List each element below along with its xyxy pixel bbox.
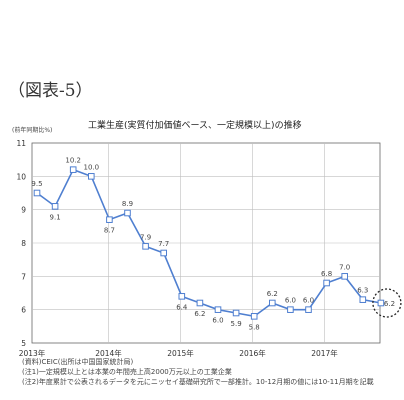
data-point-label: 8.9: [122, 200, 133, 208]
note-2: (注2)年度累計で公表されるデータを元にニッセイ基礎研究所で一部推計。10-12…: [22, 378, 374, 386]
data-point-label: 6.0: [212, 317, 223, 325]
data-point-label: 6.0: [303, 297, 314, 305]
note-source: (資料)CEIC(出所は中国国家統計局): [22, 358, 134, 366]
data-point-label: 10.0: [84, 163, 100, 171]
y-tick-label: 5: [21, 339, 26, 348]
data-point-label: 5.8: [249, 323, 260, 331]
data-point-marker: [51, 203, 59, 210]
data-point-marker: [214, 306, 222, 313]
x-tick-label: 2016年: [239, 348, 266, 358]
data-point-marker: [178, 293, 186, 300]
data-point-marker: [269, 299, 276, 307]
data-point-label: 8.7: [104, 227, 115, 235]
y-tick-label: 9: [21, 206, 26, 215]
data-point-marker: [142, 243, 149, 250]
y-tick-label: 11: [16, 139, 26, 148]
y-tick-label: 6: [21, 306, 26, 315]
data-point-marker: [232, 309, 240, 317]
x-tick-label: 2017年: [311, 348, 338, 358]
notes: (資料)CEIC(出所は中国国家統計局) (注1)一定規模以上とは本業の年間売上…: [22, 357, 374, 387]
data-point-label: 6.3: [357, 287, 368, 295]
data-point-label: 6.2: [384, 300, 395, 308]
series-line: [36, 168, 382, 318]
data-point-label: 7.0: [339, 263, 350, 271]
x-tick-label: 2013年: [19, 348, 46, 358]
data-point-marker: [33, 189, 41, 197]
data-point-label: 5.9: [231, 320, 242, 328]
data-point-label: 7.7: [158, 240, 169, 248]
data-point-label: 6.4: [176, 303, 188, 311]
data-point-label: 6.2: [267, 290, 278, 298]
data-point-label: 6.8: [321, 270, 332, 278]
x-tick-label: 2015年: [167, 348, 194, 358]
chart-title: 工業生産(実質付加価値ベース、一定規模以上)の推移: [88, 119, 302, 131]
data-point-marker: [287, 306, 294, 313]
y-tick-label: 7: [21, 272, 26, 281]
highlight-circle: [372, 288, 402, 318]
data-point-label: 7.9: [140, 233, 151, 241]
note-1: (注1)一定規模以上とは本業の年間売上高2000万元以上の工業企業: [22, 368, 232, 376]
data-point-label: 9.1: [50, 213, 61, 221]
data-point-marker: [106, 216, 113, 223]
y-tick-label: 10: [16, 172, 26, 181]
data-point-marker: [88, 173, 95, 180]
data-point-label: 6.2: [194, 310, 205, 318]
data-point-marker: [69, 166, 77, 173]
figure-label: （図表-5）: [8, 81, 93, 101]
data-point-label: 10.2: [65, 157, 81, 165]
data-point-marker: [341, 273, 348, 280]
data-point-marker: [250, 313, 258, 320]
data-point-marker: [196, 299, 204, 307]
data-point-marker: [377, 299, 385, 307]
data-point-label: 6.0: [285, 297, 296, 305]
y-tick-label: 8: [21, 239, 26, 248]
data-point-marker: [359, 296, 367, 303]
x-tick-label: 2014年: [95, 348, 122, 358]
data-point-marker: [305, 306, 312, 313]
data-point-marker: [160, 249, 167, 257]
data-point-marker: [323, 279, 330, 287]
y-axis-label: (前年同期比%): [12, 126, 52, 134]
data-point-label: 9.5: [31, 180, 42, 188]
data-point-marker: [124, 209, 131, 217]
